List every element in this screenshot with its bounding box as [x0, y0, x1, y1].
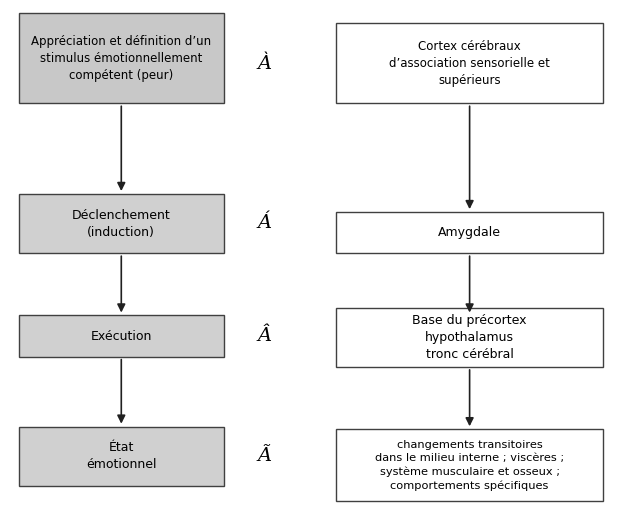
- FancyBboxPatch shape: [19, 13, 224, 103]
- Text: État
émotionnel: État émotionnel: [86, 441, 157, 472]
- FancyBboxPatch shape: [19, 315, 224, 357]
- Text: À: À: [258, 55, 271, 72]
- Text: Cortex cérébraux
d’association sensorielle et
supérieurs: Cortex cérébraux d’association sensoriel…: [389, 40, 550, 87]
- Text: Â: Â: [258, 327, 271, 345]
- Text: Exécution: Exécution: [91, 329, 152, 343]
- FancyBboxPatch shape: [336, 308, 603, 367]
- FancyBboxPatch shape: [336, 23, 603, 103]
- Text: changements transitoires
dans le milieu interne ; viscères ;
système musculaire : changements transitoires dans le milieu …: [375, 440, 564, 491]
- Text: Base du précortex
hypothalamus
tronc cérébral: Base du précortex hypothalamus tronc cér…: [412, 314, 527, 361]
- FancyBboxPatch shape: [19, 194, 224, 253]
- Text: Amygdale: Amygdale: [438, 226, 501, 239]
- Text: Appréciation et définition d’un
stimulus émotionnellement
compétent (peur): Appréciation et définition d’un stimulus…: [31, 35, 211, 82]
- Text: Ã: Ã: [258, 447, 271, 465]
- Text: Déclenchement
(induction): Déclenchement (induction): [72, 208, 170, 239]
- Text: Á: Á: [258, 215, 271, 232]
- FancyBboxPatch shape: [336, 212, 603, 253]
- FancyBboxPatch shape: [336, 429, 603, 501]
- FancyBboxPatch shape: [19, 427, 224, 486]
